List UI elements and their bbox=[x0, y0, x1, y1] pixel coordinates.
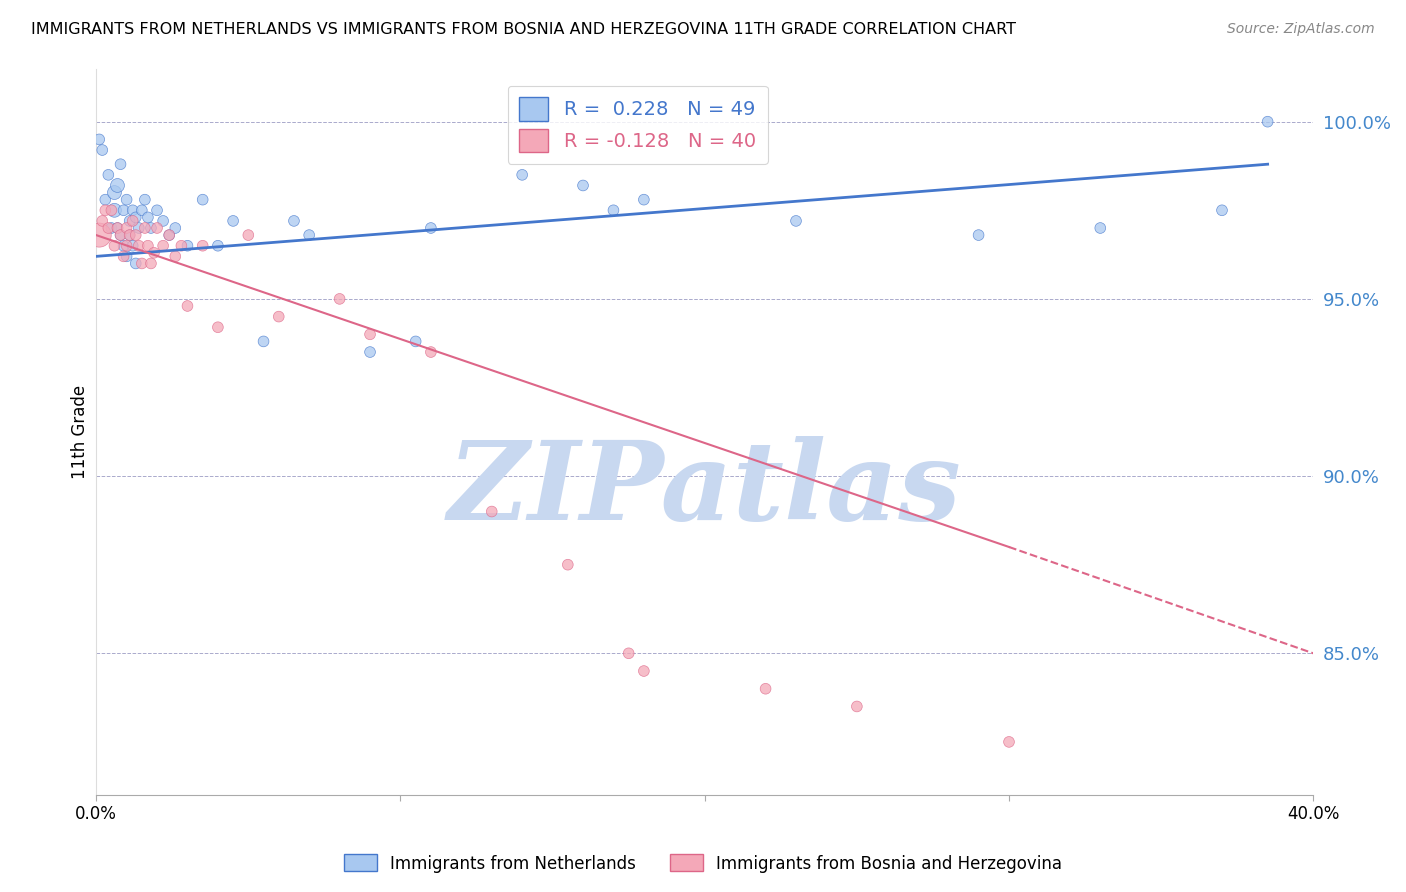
Point bbox=[152, 214, 174, 228]
Point bbox=[118, 214, 141, 228]
Point bbox=[152, 238, 174, 252]
Point bbox=[94, 193, 117, 207]
Point bbox=[115, 238, 138, 252]
Point bbox=[222, 214, 245, 228]
Point bbox=[359, 327, 381, 342]
Point bbox=[134, 221, 156, 235]
Point bbox=[146, 221, 169, 235]
Point bbox=[139, 256, 162, 270]
Point bbox=[100, 221, 122, 235]
Point bbox=[419, 221, 441, 235]
Point bbox=[107, 221, 129, 235]
Legend: Immigrants from Netherlands, Immigrants from Bosnia and Herzegovina: Immigrants from Netherlands, Immigrants … bbox=[337, 847, 1069, 880]
Point bbox=[128, 221, 150, 235]
Point bbox=[115, 221, 138, 235]
Point bbox=[131, 203, 153, 218]
Point bbox=[329, 292, 352, 306]
Point bbox=[602, 203, 624, 218]
Point bbox=[207, 320, 229, 334]
Point bbox=[125, 228, 148, 243]
Point bbox=[118, 228, 141, 243]
Point bbox=[103, 238, 125, 252]
Point bbox=[157, 228, 180, 243]
Point bbox=[191, 238, 214, 252]
Point bbox=[131, 256, 153, 270]
Text: Source: ZipAtlas.com: Source: ZipAtlas.com bbox=[1227, 22, 1375, 37]
Point bbox=[191, 193, 214, 207]
Point bbox=[103, 186, 125, 200]
Point bbox=[557, 558, 579, 572]
Point bbox=[207, 238, 229, 252]
Point bbox=[100, 203, 122, 218]
Point bbox=[998, 735, 1021, 749]
Y-axis label: 11th Grade: 11th Grade bbox=[72, 384, 89, 479]
Point bbox=[97, 221, 120, 235]
Point bbox=[136, 211, 159, 225]
Point bbox=[121, 214, 143, 228]
Point bbox=[110, 157, 132, 171]
Point bbox=[139, 221, 162, 235]
Point bbox=[115, 249, 138, 263]
Point bbox=[121, 203, 143, 218]
Point bbox=[405, 334, 427, 349]
Point bbox=[298, 228, 321, 243]
Point bbox=[1257, 114, 1279, 128]
Point bbox=[125, 211, 148, 225]
Point bbox=[112, 249, 135, 263]
Point bbox=[967, 228, 990, 243]
Point bbox=[176, 299, 198, 313]
Point bbox=[267, 310, 290, 324]
Point bbox=[136, 238, 159, 252]
Point bbox=[89, 228, 111, 243]
Point bbox=[107, 221, 129, 235]
Point bbox=[91, 214, 114, 228]
Point bbox=[755, 681, 778, 696]
Point bbox=[91, 143, 114, 157]
Point bbox=[283, 214, 305, 228]
Point bbox=[359, 345, 381, 359]
Point bbox=[481, 504, 503, 518]
Point bbox=[94, 203, 117, 218]
Point bbox=[118, 228, 141, 243]
Point bbox=[633, 193, 655, 207]
Point bbox=[510, 168, 533, 182]
Point bbox=[112, 238, 135, 252]
Point bbox=[110, 228, 132, 243]
Legend: R =  0.228   N = 49, R = -0.128   N = 40: R = 0.228 N = 49, R = -0.128 N = 40 bbox=[508, 86, 768, 164]
Point bbox=[252, 334, 274, 349]
Point bbox=[103, 203, 125, 218]
Point bbox=[617, 646, 640, 660]
Point bbox=[170, 238, 193, 252]
Point bbox=[419, 345, 441, 359]
Point bbox=[97, 168, 120, 182]
Point bbox=[107, 178, 129, 193]
Point bbox=[143, 245, 166, 260]
Point bbox=[121, 238, 143, 252]
Point bbox=[134, 193, 156, 207]
Point bbox=[165, 221, 187, 235]
Point bbox=[785, 214, 807, 228]
Point bbox=[125, 256, 148, 270]
Text: ZIPatlas: ZIPatlas bbox=[447, 436, 962, 543]
Point bbox=[165, 249, 187, 263]
Text: IMMIGRANTS FROM NETHERLANDS VS IMMIGRANTS FROM BOSNIA AND HERZEGOVINA 11TH GRADE: IMMIGRANTS FROM NETHERLANDS VS IMMIGRANT… bbox=[31, 22, 1017, 37]
Point bbox=[89, 132, 111, 146]
Point bbox=[110, 228, 132, 243]
Point bbox=[146, 203, 169, 218]
Point bbox=[1090, 221, 1112, 235]
Point bbox=[112, 203, 135, 218]
Point bbox=[633, 664, 655, 678]
Point bbox=[1211, 203, 1233, 218]
Point bbox=[572, 178, 595, 193]
Point bbox=[115, 193, 138, 207]
Point bbox=[176, 238, 198, 252]
Point bbox=[157, 228, 180, 243]
Point bbox=[128, 238, 150, 252]
Point bbox=[845, 699, 868, 714]
Point bbox=[238, 228, 260, 243]
